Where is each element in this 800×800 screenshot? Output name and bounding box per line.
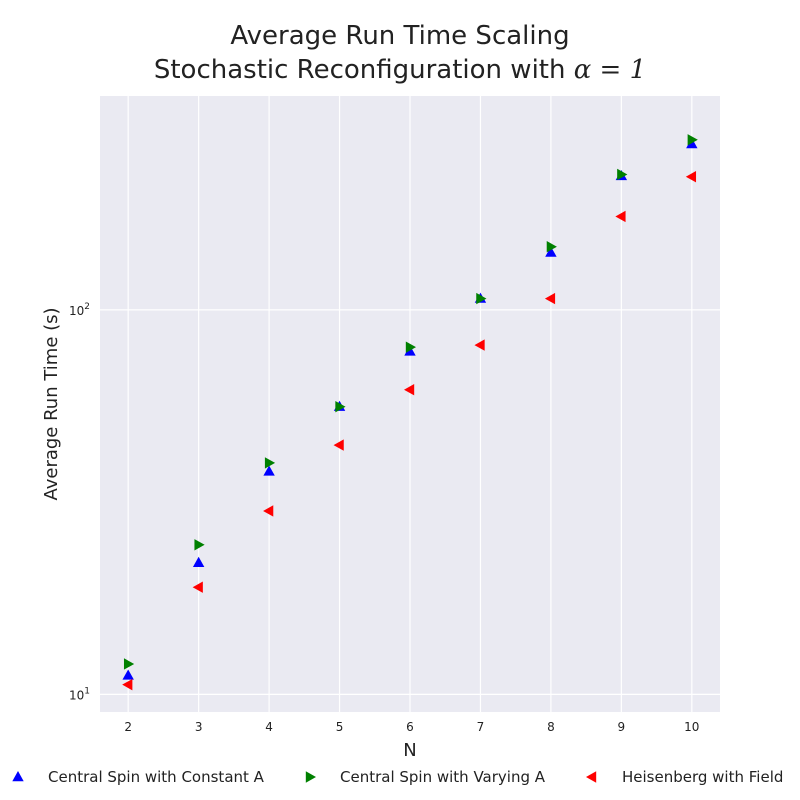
legend-marker — [586, 771, 597, 783]
x-tick-label: 4 — [265, 720, 273, 734]
series-3 — [122, 171, 697, 691]
data-point — [194, 539, 205, 551]
x-tick-label: 6 — [406, 720, 414, 734]
x-axis-label: N — [403, 740, 416, 761]
legend-label: Central Spin with Constant A — [48, 768, 265, 786]
data-point — [263, 465, 275, 476]
data-point — [264, 457, 276, 469]
grid — [100, 96, 720, 712]
chart-title-line-2-math: α = 1 — [574, 55, 646, 85]
data-point — [544, 292, 556, 305]
chart-title-line-2: Stochastic Reconfiguration with α = 1 — [154, 55, 646, 85]
legend-label: Central Spin with Varying A — [340, 768, 546, 786]
data-point — [615, 210, 626, 223]
data-point — [192, 581, 203, 593]
data-point — [404, 384, 415, 396]
data-point — [474, 339, 485, 351]
legend: Central Spin with Constant A Central Spin… — [12, 768, 783, 786]
legend-item-3: Heisenberg with Field — [586, 768, 783, 786]
chart-title-line-1: Average Run Time Scaling — [230, 21, 569, 51]
chart-title-line-2-text: Stochastic Reconfiguration with — [154, 55, 574, 85]
x-tick-label: 2 — [124, 720, 132, 734]
data-point — [405, 341, 416, 353]
data-points — [122, 134, 698, 691]
x-tick-label: 9 — [618, 720, 626, 734]
data-point — [685, 171, 697, 183]
x-tick-label: 3 — [195, 720, 203, 734]
data-point — [545, 246, 557, 257]
legend-marker — [305, 771, 316, 783]
data-point — [122, 678, 133, 691]
y-axis-label: Average Run Time (s) — [41, 307, 62, 500]
data-point — [546, 241, 557, 253]
x-tick-labels: 2 3 4 5 6 7 8 9 10 — [124, 720, 699, 734]
data-point — [263, 505, 274, 517]
y-tick-labels: 101 102 — [69, 302, 90, 703]
x-tick-label: 7 — [477, 720, 485, 734]
series-2 — [123, 134, 698, 670]
legend-marker — [12, 771, 24, 782]
data-point — [687, 134, 698, 146]
x-tick-label: 5 — [336, 720, 344, 734]
legend-label: Heisenberg with Field — [622, 768, 783, 786]
data-point — [335, 401, 346, 413]
data-point — [686, 138, 698, 149]
legend-item-1: Central Spin with Constant A — [12, 768, 265, 786]
data-point — [333, 439, 344, 451]
data-point — [122, 669, 134, 680]
data-point — [123, 658, 135, 670]
x-tick-label: 8 — [547, 720, 555, 734]
data-point — [476, 292, 487, 305]
legend-item-2: Central Spin with Varying A — [305, 768, 546, 786]
x-tick-label: 10 — [684, 720, 699, 734]
data-point — [617, 168, 628, 181]
y-tick-label: 102 — [69, 302, 90, 318]
y-tick-label: 101 — [69, 686, 90, 702]
data-point — [192, 556, 205, 567]
